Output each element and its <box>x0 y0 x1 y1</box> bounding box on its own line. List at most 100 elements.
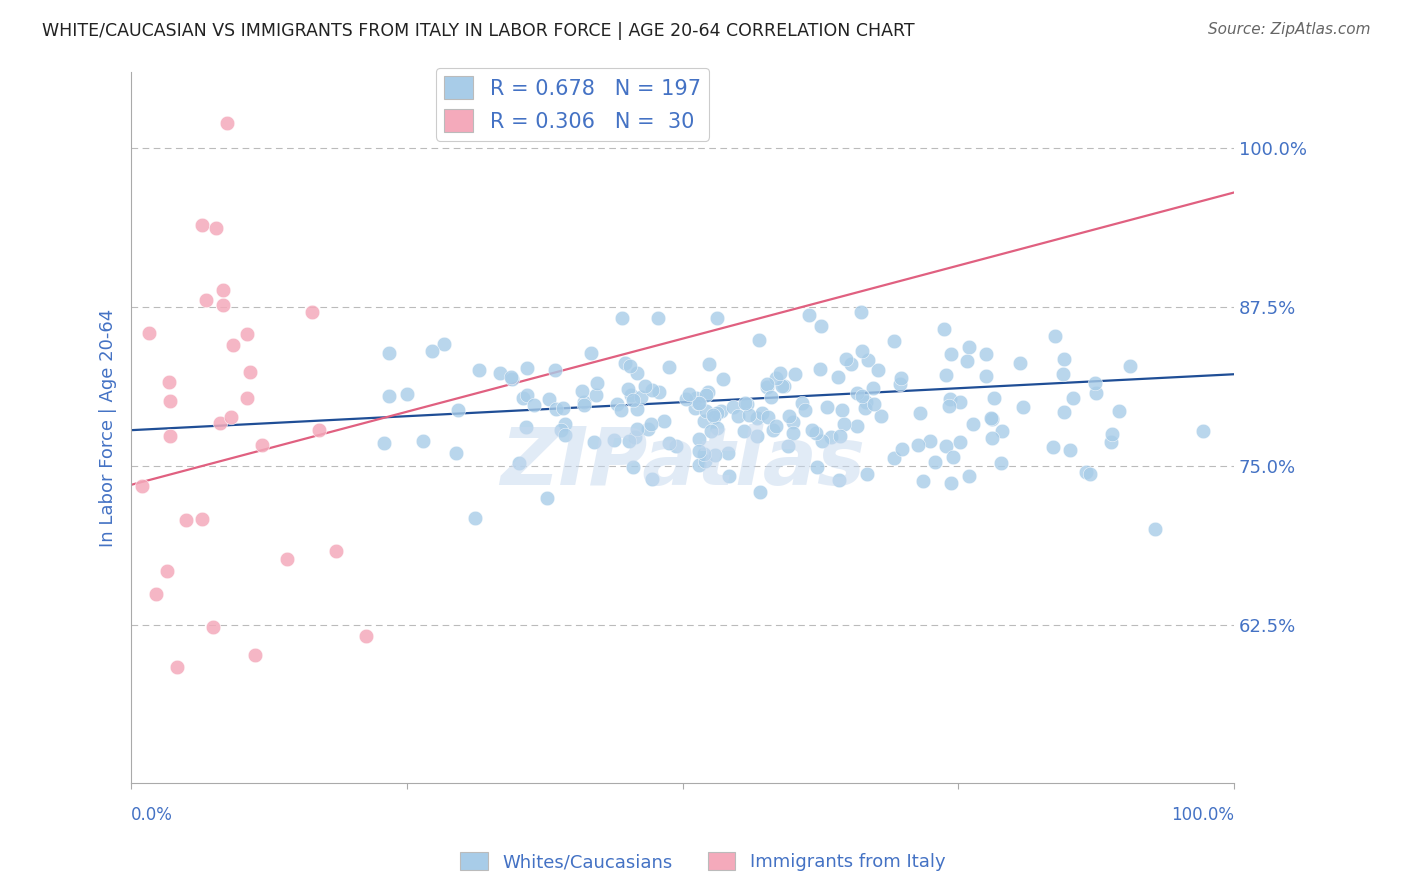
Point <box>688 396 710 410</box>
Point <box>585 387 607 401</box>
Point <box>202 620 225 634</box>
Point <box>911 475 934 489</box>
Point <box>516 388 538 402</box>
Text: ZIPatlas: ZIPatlas <box>501 425 865 502</box>
Point <box>620 388 643 402</box>
Point <box>702 409 724 423</box>
Point <box>710 404 733 418</box>
Point <box>695 404 717 418</box>
Point <box>1083 376 1105 390</box>
Point <box>990 456 1012 470</box>
Point <box>759 390 782 404</box>
Point <box>855 395 877 409</box>
Point <box>1074 465 1097 479</box>
Point <box>195 293 218 307</box>
Text: Source: ZipAtlas.com: Source: ZipAtlas.com <box>1208 22 1371 37</box>
Text: 0.0%: 0.0% <box>131 806 173 824</box>
Point <box>717 446 740 460</box>
Point <box>727 409 749 424</box>
Point <box>572 394 595 409</box>
Point <box>980 412 1002 426</box>
Point <box>793 403 815 417</box>
Point <box>717 468 740 483</box>
Point <box>378 346 401 360</box>
Point <box>658 435 681 450</box>
Point <box>835 352 858 367</box>
Point <box>806 459 828 474</box>
Point <box>756 410 779 425</box>
Point <box>1059 442 1081 457</box>
Point <box>1053 405 1076 419</box>
Point <box>624 430 647 444</box>
Point <box>883 334 905 348</box>
Point <box>685 392 707 406</box>
Legend: Whites/Caucasians, Immigrants from Italy: Whites/Caucasians, Immigrants from Italy <box>453 845 953 879</box>
Point <box>325 544 347 558</box>
Point <box>308 423 330 437</box>
Point <box>962 417 984 432</box>
Point <box>301 305 323 319</box>
Point <box>211 283 233 297</box>
Point <box>508 456 530 470</box>
Point <box>935 439 957 453</box>
Point <box>515 420 537 434</box>
Point <box>155 564 177 578</box>
Point <box>658 359 681 374</box>
Point <box>551 401 574 415</box>
Point <box>501 372 523 386</box>
Point <box>688 432 710 446</box>
Point <box>157 375 180 389</box>
Point <box>159 429 181 443</box>
Point <box>464 510 486 524</box>
Point <box>585 376 607 390</box>
Point <box>810 362 832 376</box>
Point <box>1043 329 1066 343</box>
Point <box>733 425 755 439</box>
Point <box>737 409 759 423</box>
Point <box>949 394 972 409</box>
Point <box>536 491 558 505</box>
Point <box>648 384 671 399</box>
Point <box>373 436 395 450</box>
Point <box>610 403 633 417</box>
Point <box>770 379 793 393</box>
Point <box>433 337 456 351</box>
Point <box>831 402 853 417</box>
Point <box>665 439 688 453</box>
Point <box>219 409 242 424</box>
Point <box>1099 435 1122 450</box>
Point <box>1119 359 1142 373</box>
Point <box>891 442 914 456</box>
Point <box>693 414 716 428</box>
Point <box>537 392 560 407</box>
Point <box>1053 352 1076 367</box>
Point <box>236 327 259 342</box>
Point <box>1042 441 1064 455</box>
Point <box>734 396 756 410</box>
Point <box>866 362 889 376</box>
Point <box>820 430 842 444</box>
Point <box>550 423 572 437</box>
Point <box>544 363 567 377</box>
Point <box>811 434 834 448</box>
Point <box>695 454 717 468</box>
Legend: R = 0.678   N = 197, R = 0.306   N =  30: R = 0.678 N = 197, R = 0.306 N = 30 <box>436 68 709 141</box>
Point <box>721 400 744 414</box>
Point <box>765 370 787 384</box>
Point <box>243 648 266 662</box>
Point <box>159 394 181 409</box>
Point <box>920 434 942 448</box>
Point <box>1101 427 1123 442</box>
Point <box>447 402 470 417</box>
Point <box>1108 404 1130 418</box>
Point <box>755 380 778 394</box>
Point <box>606 397 628 411</box>
Point <box>706 421 728 435</box>
Point <box>1062 391 1084 405</box>
Point <box>889 376 911 391</box>
Point <box>686 395 709 409</box>
Point <box>211 298 233 312</box>
Point <box>974 369 997 384</box>
Point <box>696 385 718 400</box>
Point <box>239 365 262 379</box>
